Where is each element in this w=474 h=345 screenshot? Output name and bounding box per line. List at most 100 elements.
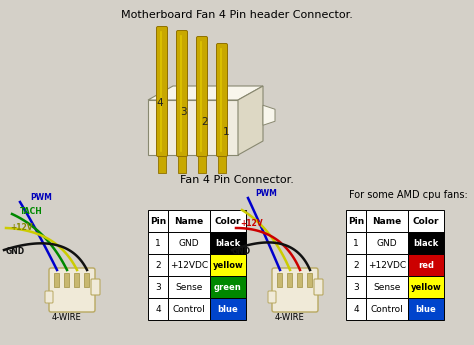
Bar — [277, 273, 283, 287]
Text: 4-WIRE: 4-WIRE — [275, 313, 305, 322]
Bar — [210, 276, 246, 298]
Text: PWM: PWM — [255, 188, 277, 197]
Text: 2: 2 — [155, 260, 161, 269]
Bar — [366, 276, 408, 298]
Text: black: black — [215, 238, 241, 247]
FancyBboxPatch shape — [176, 30, 188, 157]
Bar — [346, 254, 366, 276]
Bar — [84, 273, 90, 287]
Text: Sense: Sense — [175, 283, 203, 292]
Text: 1: 1 — [155, 238, 161, 247]
Bar — [366, 254, 408, 276]
Text: 2: 2 — [353, 260, 359, 269]
Bar — [298, 273, 302, 287]
Text: +12VDC: +12VDC — [170, 260, 208, 269]
Bar — [408, 232, 444, 254]
Bar — [198, 155, 206, 173]
Text: yellow: yellow — [213, 260, 243, 269]
Text: PWM: PWM — [30, 194, 52, 203]
Bar — [148, 276, 168, 298]
Bar — [366, 298, 408, 320]
FancyBboxPatch shape — [314, 279, 323, 295]
Text: +12V: +12V — [10, 223, 33, 231]
Text: Control: Control — [371, 305, 403, 314]
Text: 1: 1 — [353, 238, 359, 247]
Text: TACH: TACH — [20, 207, 43, 217]
Text: GND: GND — [377, 238, 397, 247]
Polygon shape — [148, 100, 238, 155]
Text: Pin: Pin — [150, 217, 166, 226]
Bar — [55, 273, 60, 287]
Text: 4: 4 — [155, 305, 161, 314]
Bar — [148, 298, 168, 320]
Text: 4: 4 — [157, 98, 164, 108]
Bar — [148, 210, 168, 232]
Bar — [366, 210, 408, 232]
Bar — [408, 298, 444, 320]
Bar — [346, 210, 366, 232]
Text: green: green — [214, 283, 242, 292]
Polygon shape — [148, 86, 263, 100]
Text: GND: GND — [232, 247, 251, 256]
Bar — [168, 276, 210, 298]
Bar — [218, 155, 226, 173]
Bar — [210, 298, 246, 320]
FancyBboxPatch shape — [91, 279, 100, 295]
Bar — [168, 298, 210, 320]
Bar — [346, 298, 366, 320]
Text: Control: Control — [173, 305, 205, 314]
Polygon shape — [238, 86, 263, 155]
Text: 4: 4 — [353, 305, 359, 314]
Text: blue: blue — [416, 305, 437, 314]
Bar — [308, 273, 312, 287]
Bar — [408, 210, 444, 232]
Text: 3: 3 — [180, 107, 186, 117]
Bar — [210, 232, 246, 254]
Text: red: red — [418, 260, 434, 269]
FancyBboxPatch shape — [156, 27, 167, 157]
Bar — [408, 254, 444, 276]
Bar — [64, 273, 70, 287]
Bar — [158, 155, 166, 173]
Text: yellow: yellow — [410, 283, 441, 292]
Text: GND: GND — [6, 247, 25, 256]
Text: Motherboard Fan 4 Pin header Connector.: Motherboard Fan 4 Pin header Connector. — [121, 10, 353, 20]
Text: blue: blue — [218, 305, 238, 314]
FancyBboxPatch shape — [272, 268, 318, 312]
FancyBboxPatch shape — [268, 291, 276, 303]
Text: 3: 3 — [155, 283, 161, 292]
Bar — [346, 276, 366, 298]
Bar — [346, 232, 366, 254]
Text: Fan 4 Pin Connector.: Fan 4 Pin Connector. — [180, 175, 294, 185]
FancyBboxPatch shape — [45, 291, 53, 303]
Bar — [148, 254, 168, 276]
Bar — [168, 254, 210, 276]
Text: +12VDC: +12VDC — [368, 260, 406, 269]
Text: +12V: +12V — [240, 218, 263, 227]
FancyBboxPatch shape — [217, 43, 228, 157]
Text: 1: 1 — [223, 127, 229, 137]
FancyBboxPatch shape — [49, 268, 95, 312]
Bar — [148, 232, 168, 254]
Text: Name: Name — [373, 217, 401, 226]
Text: Pin: Pin — [348, 217, 364, 226]
Text: Color: Color — [413, 217, 439, 226]
Bar — [288, 273, 292, 287]
Bar — [168, 232, 210, 254]
Text: 2: 2 — [202, 117, 208, 127]
Bar — [366, 232, 408, 254]
Text: Color: Color — [215, 217, 241, 226]
Text: Name: Name — [174, 217, 204, 226]
Bar — [210, 210, 246, 232]
Bar — [408, 276, 444, 298]
Bar — [178, 155, 186, 173]
Text: For some AMD cpu fans:: For some AMD cpu fans: — [349, 190, 468, 200]
Bar — [74, 273, 80, 287]
Bar — [210, 254, 246, 276]
Text: 3: 3 — [353, 283, 359, 292]
Text: black: black — [413, 238, 438, 247]
Polygon shape — [263, 105, 275, 125]
Text: GND: GND — [179, 238, 199, 247]
FancyBboxPatch shape — [197, 37, 208, 157]
Bar — [168, 210, 210, 232]
